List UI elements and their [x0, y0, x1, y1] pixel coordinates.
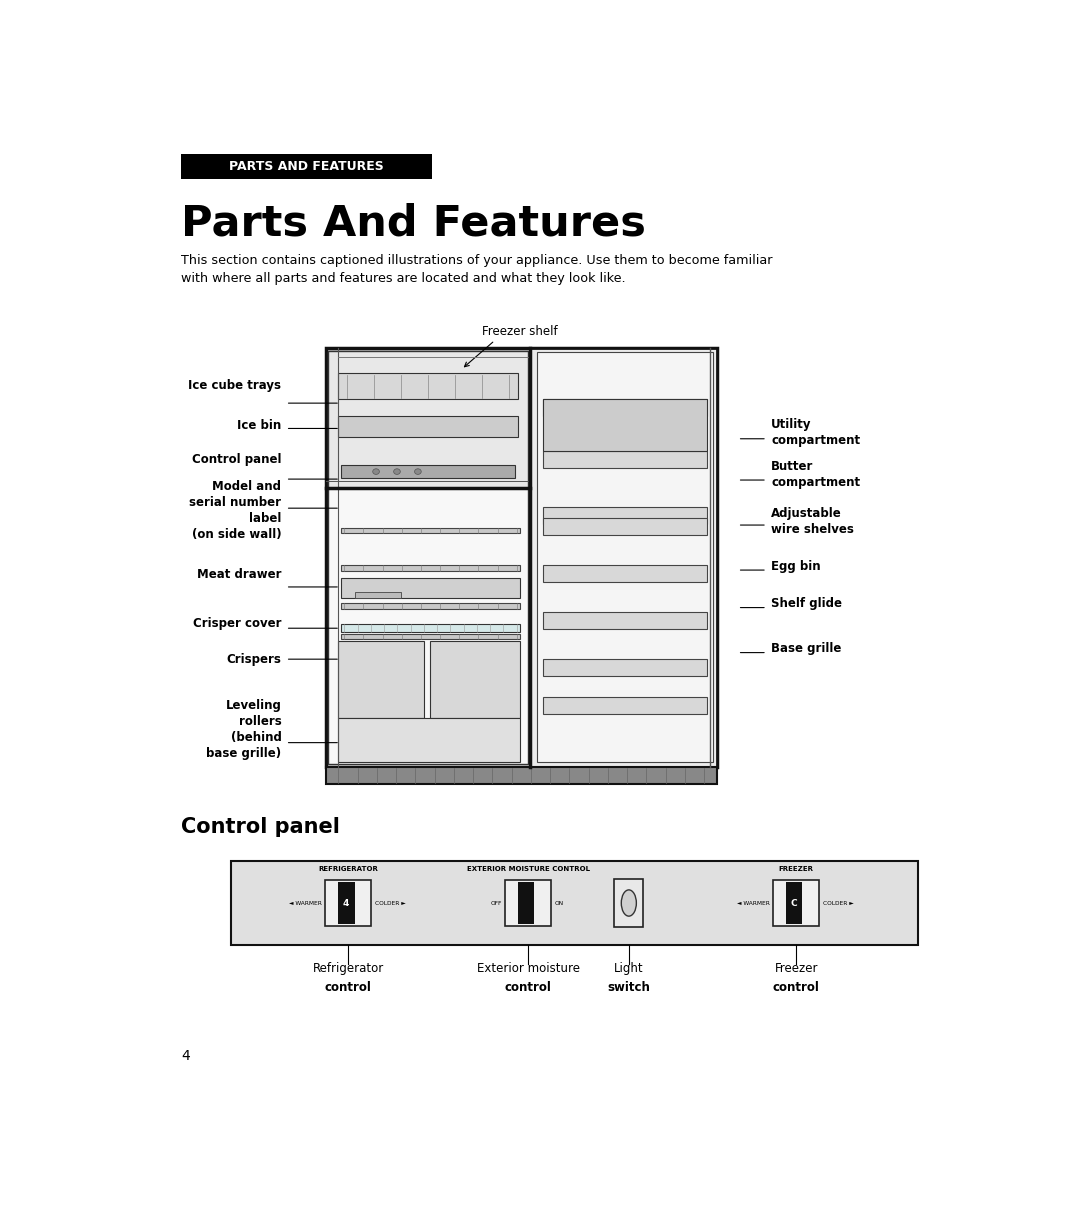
- Text: Utility
compartment: Utility compartment: [771, 418, 861, 447]
- Bar: [542, 519, 706, 536]
- Text: Exterior moisture: Exterior moisture: [477, 962, 580, 976]
- Bar: [328, 351, 527, 764]
- Text: Light: Light: [615, 962, 644, 976]
- Text: ◄ WARMER: ◄ WARMER: [737, 900, 770, 905]
- Text: control: control: [773, 980, 820, 994]
- Bar: [341, 565, 521, 571]
- Text: Egg bin: Egg bin: [771, 560, 821, 572]
- Bar: [341, 465, 515, 479]
- Bar: [542, 400, 706, 451]
- Bar: [328, 351, 527, 487]
- Bar: [341, 625, 521, 632]
- Text: Freezer: Freezer: [774, 962, 818, 976]
- Text: Control panel: Control panel: [192, 453, 282, 466]
- Bar: [338, 882, 354, 923]
- Bar: [326, 767, 717, 784]
- Text: Base grille: Base grille: [771, 642, 841, 655]
- Text: Adjustable
wire shelves: Adjustable wire shelves: [771, 507, 854, 536]
- Text: control: control: [325, 980, 372, 994]
- Text: Freezer shelf: Freezer shelf: [482, 325, 558, 339]
- Bar: [773, 879, 820, 927]
- Bar: [542, 400, 706, 417]
- Text: OFF: OFF: [490, 900, 502, 905]
- Bar: [231, 861, 918, 945]
- Text: FREEZER: FREEZER: [779, 866, 813, 872]
- Text: PARTS AND FEATURES: PARTS AND FEATURES: [229, 160, 384, 173]
- Text: COLDER ►: COLDER ►: [823, 900, 853, 905]
- Text: This section contains captioned illustrations of your appliance. Use them to bec: This section contains captioned illustra…: [181, 255, 772, 285]
- Bar: [355, 592, 401, 598]
- Bar: [431, 642, 521, 719]
- Text: Control panel: Control panel: [181, 817, 340, 837]
- Bar: [181, 153, 432, 179]
- Bar: [542, 697, 706, 714]
- Bar: [542, 613, 706, 630]
- Ellipse shape: [373, 469, 379, 475]
- Ellipse shape: [621, 890, 636, 916]
- Text: ◄ WARMER: ◄ WARMER: [289, 900, 322, 905]
- Bar: [542, 659, 706, 676]
- Text: Butter
compartment: Butter compartment: [771, 460, 861, 488]
- Bar: [517, 882, 535, 923]
- Text: Leveling
rollers
(behind
base grille): Leveling rollers (behind base grille): [206, 699, 282, 760]
- Bar: [338, 642, 423, 719]
- Bar: [530, 348, 717, 767]
- Text: COLDER ►: COLDER ►: [375, 900, 406, 905]
- Text: Shelf glide: Shelf glide: [771, 597, 842, 610]
- Bar: [326, 348, 717, 767]
- Bar: [785, 882, 802, 923]
- Text: 4: 4: [181, 1050, 190, 1063]
- Text: 4: 4: [343, 899, 349, 907]
- Bar: [537, 352, 713, 762]
- Text: C: C: [791, 899, 797, 907]
- Bar: [542, 507, 706, 524]
- Bar: [341, 577, 521, 598]
- Bar: [338, 417, 517, 437]
- Text: Ice bin: Ice bin: [238, 419, 282, 432]
- Bar: [542, 451, 706, 468]
- Bar: [325, 879, 372, 927]
- Bar: [341, 527, 521, 533]
- Text: ON: ON: [555, 900, 564, 905]
- Ellipse shape: [393, 469, 401, 475]
- Bar: [338, 373, 517, 400]
- Bar: [341, 633, 521, 639]
- Ellipse shape: [415, 469, 421, 475]
- Bar: [505, 879, 552, 927]
- Text: Crisper cover: Crisper cover: [193, 618, 282, 630]
- Text: EXTERIOR MOISTURE CONTROL: EXTERIOR MOISTURE CONTROL: [467, 866, 590, 872]
- Bar: [542, 565, 706, 582]
- Bar: [615, 878, 644, 927]
- Text: Refrigerator: Refrigerator: [313, 962, 384, 976]
- Bar: [338, 719, 521, 762]
- Text: control: control: [505, 980, 552, 994]
- Text: Parts And Features: Parts And Features: [181, 202, 646, 245]
- Text: switch: switch: [607, 980, 650, 994]
- Text: Model and
serial number
label
(on side wall): Model and serial number label (on side w…: [189, 480, 282, 541]
- Text: Crispers: Crispers: [227, 653, 282, 666]
- Bar: [341, 603, 521, 609]
- Text: REFRIGERATOR: REFRIGERATOR: [319, 866, 378, 872]
- Text: Ice cube trays: Ice cube trays: [189, 379, 282, 392]
- Text: Meat drawer: Meat drawer: [197, 569, 282, 581]
